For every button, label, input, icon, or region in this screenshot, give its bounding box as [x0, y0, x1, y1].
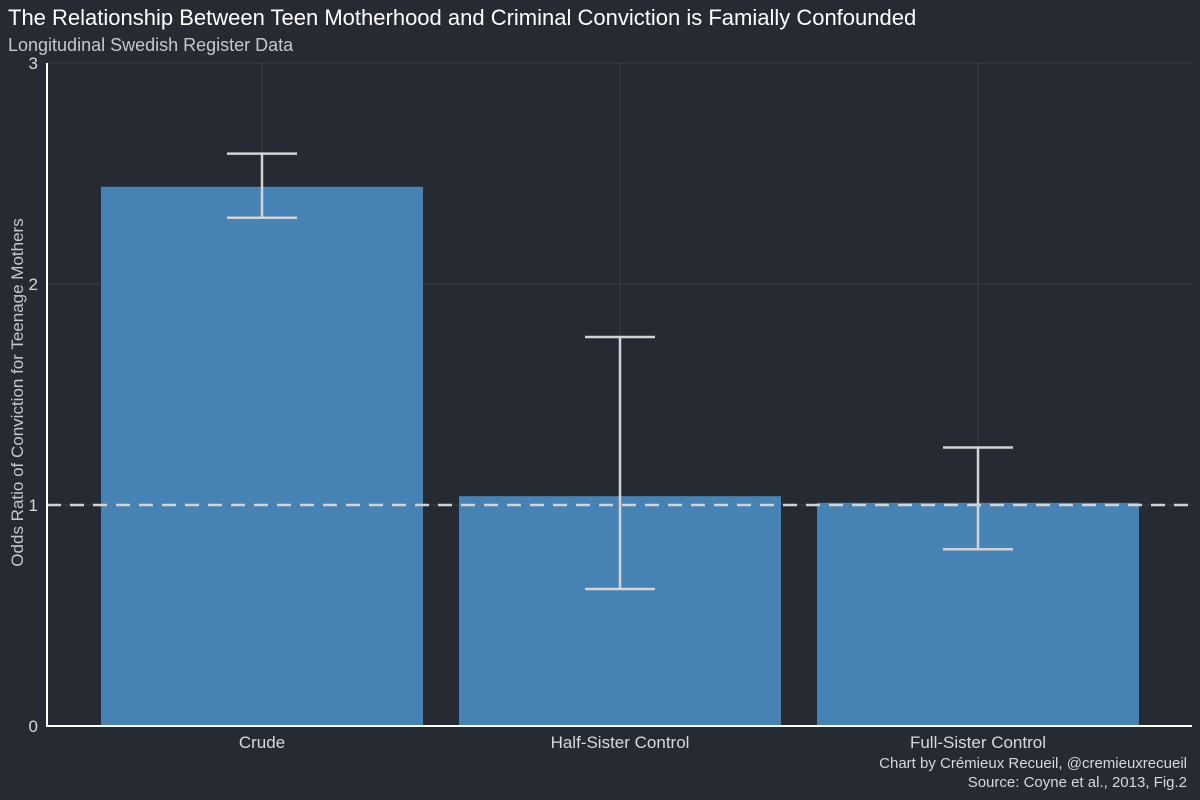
x-tick-label-1: Half-Sister Control — [551, 733, 690, 752]
y-tick-label-1: 1 — [29, 496, 38, 515]
error-bar-2 — [943, 446, 1013, 551]
chart-source: Source: Coyne et al., 2013, Fig.2 — [967, 774, 1187, 791]
chart-subtitle: Longitudinal Swedish Register Data — [8, 35, 294, 55]
chart-title: The Relationship Between Teen Motherhood… — [8, 5, 917, 30]
y-axis-title: Odds Ratio of Conviction for Teenage Mot… — [8, 218, 27, 566]
label-layer: 0 1 2 3 Crude Half-Sister Control Full-Sister … — [8, 54, 1046, 752]
axis-layer — [46, 63, 1192, 727]
error-bar-layer — [227, 152, 1013, 591]
bar-0 — [101, 186, 423, 726]
error-bar-1 — [585, 335, 655, 591]
y-tick-label-2: 2 — [29, 275, 38, 294]
chart-credit: Chart by Crémieux Recueil, @cremieuxrecu… — [879, 755, 1187, 772]
x-tick-label-2: Full-Sister Control — [910, 733, 1046, 752]
y-tick-label-0: 0 — [29, 717, 38, 736]
y-tick-label-3: 3 — [29, 54, 38, 73]
error-bar-0 — [227, 152, 297, 219]
x-tick-label-0: Crude — [239, 733, 285, 752]
bar-layer — [101, 186, 1139, 726]
